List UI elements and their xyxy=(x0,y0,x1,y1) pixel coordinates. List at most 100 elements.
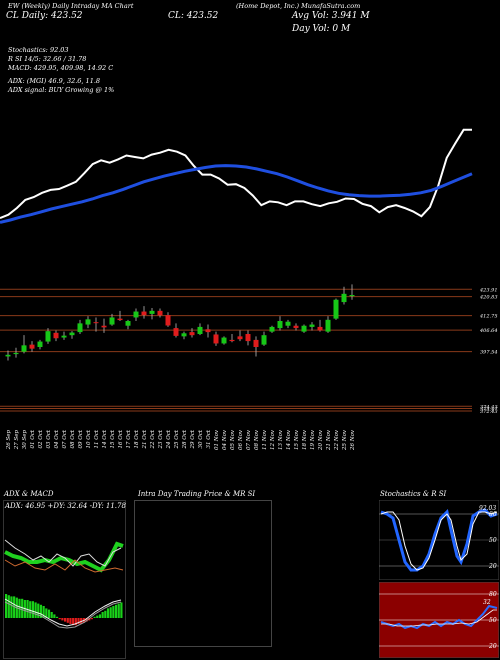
stoch-tick-20: 20 xyxy=(488,563,497,570)
candle xyxy=(93,317,99,332)
stoch-tick-80: 80 xyxy=(489,511,497,518)
candle xyxy=(13,347,19,358)
stoch-tick-50: 50 xyxy=(489,537,497,544)
date-tick-label: 04 Oct xyxy=(54,429,60,448)
macd-histogram-bar xyxy=(66,618,69,623)
candle xyxy=(229,334,235,343)
macd-histogram-bar xyxy=(10,596,13,618)
macd-histogram-bar xyxy=(55,616,59,618)
date-tick-label: 29 Oct xyxy=(190,429,196,449)
candle xyxy=(125,319,131,330)
adx-readout: ADX: (MGI) 46.9, 32.6, 11.8 xyxy=(8,77,101,85)
candle xyxy=(109,313,115,326)
adx-panel-readout: ADX: 46.95 +DY: 32.64 -DY: 11.78 xyxy=(5,502,126,510)
macd-histogram-bar xyxy=(61,618,64,621)
macd-histogram-bar xyxy=(74,618,77,626)
header-line1: EW (Weekly) Daily Intraday MA Chart xyxy=(8,2,134,10)
candle xyxy=(45,328,51,344)
macd-histogram-bar xyxy=(47,609,51,618)
date-tick-label: 01 Oct xyxy=(30,429,36,448)
date-tick-label: 30 Sep xyxy=(22,430,28,450)
date-tick-label: 14 Nov xyxy=(286,429,292,450)
candle xyxy=(237,330,243,342)
date-tick-label: 07 Oct xyxy=(62,429,68,448)
adx-macd-panel-title: ADX & MACD xyxy=(4,490,54,498)
candle xyxy=(141,306,147,319)
candle xyxy=(101,318,107,333)
macd-histogram-bar xyxy=(77,618,80,624)
date-tick-label: 03 Oct xyxy=(46,429,52,448)
date-tick-label: 31 Oct xyxy=(206,429,212,448)
candle xyxy=(269,325,275,333)
candle xyxy=(85,316,91,329)
level-label: 374.43 xyxy=(480,404,498,410)
candle xyxy=(53,330,59,342)
date-tick-label: 26 Sep xyxy=(6,430,12,451)
adx-orange-line xyxy=(4,559,124,573)
level-label: 420.83 xyxy=(479,295,498,301)
macd-histogram-bar xyxy=(112,606,115,618)
date-tick-label: 02 Oct xyxy=(38,429,44,448)
macd-histogram-bar xyxy=(64,618,67,622)
macd-histogram-bar xyxy=(58,618,61,620)
level-label: 372.43 xyxy=(480,409,498,415)
candle xyxy=(349,284,355,300)
date-tick-label: 21 Nov xyxy=(326,429,332,451)
candle xyxy=(197,323,203,336)
candle xyxy=(77,319,83,334)
stoch-panel-title: Stochastics & R SI xyxy=(380,490,447,498)
adx-signal-readout: ADX signal: BUY Growing @ 1% xyxy=(8,86,115,94)
candle xyxy=(285,319,291,329)
macd-histogram-bar xyxy=(7,595,10,618)
rsi-signal-line xyxy=(381,609,497,627)
rsi-readout: R SI 14/5: 32.66 / 31.78 xyxy=(8,55,87,63)
macd-readout: MACD: 429.95, 409.98, 14.92 C xyxy=(8,64,114,72)
candle xyxy=(309,322,315,331)
stochastics-panel: 80 50 20 92.03 xyxy=(379,500,499,580)
level-label: 397.54 xyxy=(480,350,498,356)
level-label: 423.91 xyxy=(479,287,498,293)
candle xyxy=(277,316,283,331)
date-tick-label: 17 Oct xyxy=(126,429,132,448)
candle xyxy=(325,316,331,333)
date-tick-label: 22 Nov xyxy=(334,429,340,451)
date-tick-label: 04 Nov xyxy=(222,429,228,450)
macd-signal-line xyxy=(4,601,122,629)
macd-histogram-bar xyxy=(114,604,118,618)
rsi-tick-80: 80 xyxy=(489,591,497,598)
macd-histogram-bar xyxy=(106,608,110,618)
candle xyxy=(157,308,163,318)
level-label: 406.64 xyxy=(479,328,498,334)
adx-white-line xyxy=(4,539,122,567)
candle xyxy=(293,323,299,331)
date-tick-label: 27 Sep xyxy=(14,430,20,451)
date-tick-label: 11 Nov xyxy=(262,429,268,450)
candle xyxy=(149,308,155,320)
candle xyxy=(301,324,307,333)
date-tick-label: 22 Oct xyxy=(150,429,156,449)
candle xyxy=(253,336,259,357)
date-tick-label: 26 Nov xyxy=(350,429,356,451)
macd-histogram-bar xyxy=(109,607,112,618)
cl-sub-label: CL Daily: 423.52 xyxy=(6,11,83,21)
main-price-chart: 423.91 420.83 412.75 406.64 397.54 374.43373.… xyxy=(0,128,498,451)
macd-histogram-bar xyxy=(50,612,53,618)
day-vol-label: Day Vol: 0 M xyxy=(292,24,351,34)
macd-histogram-bar xyxy=(117,603,120,618)
macd-line xyxy=(4,598,122,627)
candle xyxy=(205,324,211,338)
candle xyxy=(117,310,123,321)
date-tick-label: 28 Oct xyxy=(182,429,188,449)
macd-histogram-bar xyxy=(34,602,37,618)
date-tick-label: 14 Oct xyxy=(102,429,108,448)
candle xyxy=(245,330,251,346)
macd-histogram-bar xyxy=(53,614,56,618)
date-tick-label: 08 Nov xyxy=(254,429,260,450)
macd-histogram-bar xyxy=(98,614,102,618)
level-label: 373.47 xyxy=(480,407,498,413)
date-tick-label: 30 Oct xyxy=(198,429,204,448)
date-tick-label: 12 Nov xyxy=(270,429,276,450)
macd-histogram-bar xyxy=(90,618,93,620)
candle xyxy=(317,319,323,332)
date-tick-label: 20 Nov xyxy=(318,429,324,451)
